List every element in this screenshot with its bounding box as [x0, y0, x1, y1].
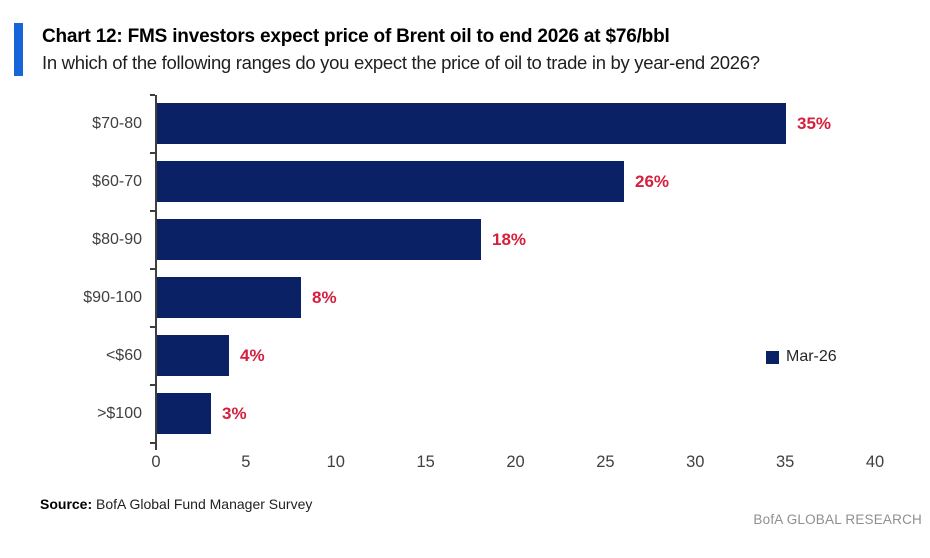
source-text: BofA Global Fund Manager Survey	[92, 496, 313, 512]
value-label: 18%	[492, 230, 527, 249]
x-tick-label: 10	[326, 453, 345, 471]
axis-tick	[150, 94, 155, 96]
value-label: 4%	[240, 346, 265, 365]
brand-note: BofA GLOBAL RESEARCH	[753, 512, 922, 527]
chart-subtitle: In which of the following ranges do you …	[42, 52, 760, 73]
legend-label: Mar-26	[786, 348, 837, 365]
bar	[157, 103, 786, 144]
x-tick-label: 0	[151, 453, 161, 471]
category-label: <$60	[105, 347, 142, 364]
axis-tick	[150, 152, 155, 154]
category-label: $80-90	[92, 231, 142, 248]
bar	[157, 277, 301, 318]
category-label: >$100	[97, 405, 142, 422]
x-tick-label: 40	[865, 453, 885, 471]
axis-tick	[150, 210, 155, 212]
bar	[157, 219, 481, 260]
axis-tick	[150, 442, 155, 444]
category-label: $70-80	[92, 115, 142, 132]
axis-tick	[150, 326, 155, 328]
source-note: Source: BofA Global Fund Manager Survey	[40, 496, 312, 512]
axis-tick	[150, 384, 155, 386]
y-axis-line	[155, 95, 157, 450]
x-tick-label: 30	[686, 453, 705, 471]
category-label: $60-70	[92, 173, 142, 190]
axis-tick	[150, 268, 155, 270]
value-label: 3%	[222, 404, 247, 423]
x-tick-label: 15	[416, 453, 435, 471]
x-tick-label: 5	[241, 453, 251, 471]
bar	[157, 393, 211, 434]
x-tick-label: 20	[506, 453, 525, 471]
legend: Mar-26	[766, 348, 837, 366]
value-label: 26%	[635, 172, 670, 191]
x-tick-label: 35	[775, 453, 795, 471]
bar	[157, 161, 624, 202]
chart-title: Chart 12: FMS investors expect price of …	[42, 26, 670, 47]
legend-swatch	[766, 350, 779, 364]
value-label: 35%	[797, 114, 832, 133]
source-label: Source:	[40, 496, 93, 512]
title-accent-bar	[14, 23, 23, 76]
bar	[157, 335, 229, 376]
x-tick-label: 25	[596, 453, 615, 471]
category-label: $90-100	[83, 289, 142, 306]
bar-chart-plot: $70-80 35% $60-70 26% $80-90 18% $90-100 8% <$60…	[0, 94, 930, 490]
value-label: 8%	[312, 288, 337, 307]
